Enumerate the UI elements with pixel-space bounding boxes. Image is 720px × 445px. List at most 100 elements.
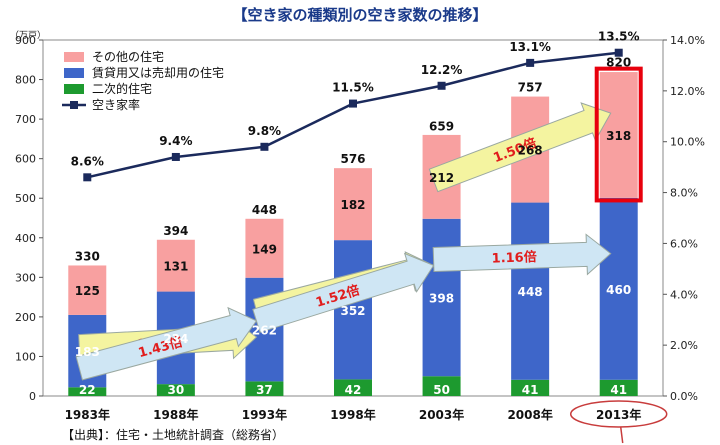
rate-marker <box>614 48 623 57</box>
total-label: 820 <box>606 56 631 70</box>
bar-value-label: 131 <box>163 260 188 274</box>
legend-swatch <box>64 68 84 78</box>
total-label: 448 <box>252 203 277 217</box>
axes: 0 100 200 300 400 500 600 700 800 900 0.0% 2.0% 4.0%… <box>15 34 705 422</box>
bar-value-label: 183 <box>75 345 100 359</box>
bar-value-label: 212 <box>429 171 454 185</box>
y-tick-label: 100 <box>15 350 36 363</box>
total-label: 576 <box>340 152 365 166</box>
y-tick-label: 900 <box>15 34 36 47</box>
bar-rental <box>599 197 638 380</box>
highlight-pointer <box>619 426 624 444</box>
bar-value-label: 268 <box>518 144 543 158</box>
legend-label: 空き家率 <box>92 97 140 112</box>
bar-value-label: 234 <box>163 332 188 346</box>
total-label: 330 <box>75 249 100 263</box>
y2-tick-label: 12.0% <box>670 85 705 98</box>
y2-tick-label: 8.0% <box>670 187 698 200</box>
bar-value-label: 50 <box>433 383 450 397</box>
y2-tick-label: 10.0% <box>670 136 705 149</box>
y2-tick-label: 14.0% <box>670 34 705 47</box>
y-axis-unit: （万戸） <box>10 30 46 41</box>
total-label: 394 <box>163 224 188 238</box>
legend-label: その他の住宅 <box>92 49 164 64</box>
rate-marker <box>260 142 269 151</box>
bar-value-label: 448 <box>518 285 543 299</box>
x-tick-label: 2003年 <box>419 407 464 422</box>
total-label: 757 <box>518 81 543 95</box>
y-tick-label: 700 <box>15 113 36 126</box>
highlight-ellipse <box>569 400 668 428</box>
growth-ratio-label: 1.16倍 <box>491 249 537 267</box>
legend-label: 賃貸用又は売却用の住宅 <box>92 65 224 80</box>
bar-other <box>156 239 195 292</box>
bar-other <box>68 265 107 315</box>
x-tick-label: 1998年 <box>330 407 375 422</box>
y-tick-label: 500 <box>15 192 36 205</box>
y-tick-label: 200 <box>15 311 36 324</box>
growth-arrow: 1.16倍 <box>432 233 612 276</box>
growth-arrow-shape <box>75 306 258 381</box>
rate-label: 13.5% <box>598 30 640 44</box>
bar-rental <box>511 202 550 380</box>
bar-value-label: 42 <box>345 383 362 397</box>
legend-swatch <box>64 84 84 94</box>
bar-value-label: 398 <box>429 292 454 306</box>
rate-label: 13.1% <box>509 40 551 54</box>
legend-marker <box>70 101 78 109</box>
bar-value-label: 182 <box>340 198 365 212</box>
bar-other <box>599 72 638 198</box>
bar-secondary <box>245 381 284 396</box>
growth-arrow-shape <box>432 233 612 276</box>
rate-marker <box>171 152 180 161</box>
rate-label: 9.4% <box>159 134 192 148</box>
bar-secondary <box>334 379 372 396</box>
bar-other <box>245 218 284 278</box>
x-tick-label: 2008年 <box>507 407 552 422</box>
y2-tick-label: 2.0% <box>670 339 698 352</box>
rate-marker <box>349 99 357 108</box>
data-labels: 22 183 125 330 30 234 131 394 37 262 149 448 42 352 18… <box>75 56 631 397</box>
y2-tick-label: 4.0% <box>670 288 698 301</box>
growth-arrow-shape <box>252 252 435 333</box>
rate-label: 12.2% <box>421 63 463 77</box>
highlight <box>569 66 668 444</box>
bar-value-label: 352 <box>340 304 365 318</box>
bar-value-label: 22 <box>79 383 96 397</box>
y2-tick-label: 0.0% <box>670 390 698 403</box>
bar-secondary <box>599 379 638 396</box>
x-tick-label: 2013年 <box>596 407 641 422</box>
rate-marker <box>526 58 535 67</box>
bar-other <box>334 168 372 241</box>
bar-value-label: 460 <box>606 283 631 297</box>
bar-value-label: 149 <box>252 242 277 256</box>
bar-value-label: 41 <box>522 383 539 397</box>
bar-rental <box>422 218 461 377</box>
highlight-box <box>594 66 643 203</box>
chart-title: 【空き家の種類別の空き家数の推移】 <box>232 6 487 24</box>
bar-value-label: 30 <box>168 383 185 397</box>
legend-swatch <box>64 52 84 62</box>
vacancy-rate-line: 8.6% 9.4% 9.8% 11.5% 12.2% 13.1% 13.5% <box>71 30 640 182</box>
bar-value-label: 125 <box>75 284 100 298</box>
y-tick-label: 400 <box>15 232 36 245</box>
x-tick-label: 1988年 <box>153 407 198 422</box>
bar-secondary <box>156 384 195 396</box>
bar-value-label: 318 <box>606 129 631 143</box>
bar-rental <box>334 240 372 380</box>
x-tick-label: 1993年 <box>242 407 287 422</box>
rate-marker <box>83 173 92 182</box>
y-tick-label: 300 <box>15 271 36 284</box>
bar-value-label: 262 <box>252 324 277 338</box>
rate-marker <box>437 81 446 90</box>
bar-secondary <box>68 387 107 396</box>
y2-tick-label: 6.0% <box>670 237 698 250</box>
bars <box>68 72 638 396</box>
source-note: 【出典】：住宅・土地統計調査（総務省） <box>62 427 284 442</box>
growth-arrow-shape <box>428 102 612 193</box>
y-tick-label: 0 <box>29 390 36 403</box>
legend-label: 二次的住宅 <box>92 81 152 96</box>
